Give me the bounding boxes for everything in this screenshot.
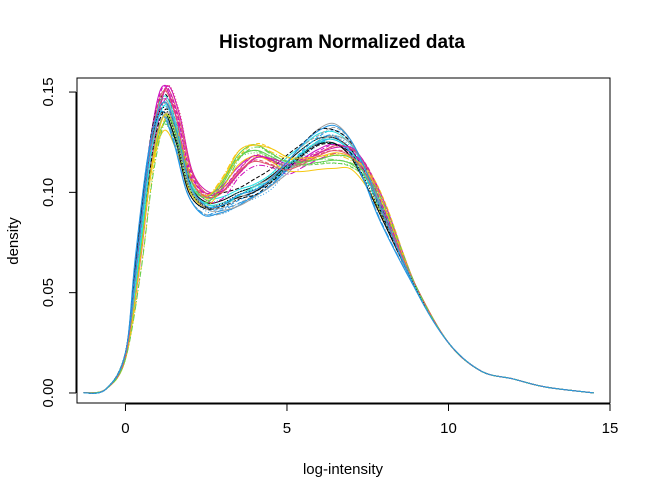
density-curve [83,114,594,394]
plot-frame [76,77,611,404]
density-curves [83,84,594,394]
density-curve [83,123,594,394]
density-curve [83,129,594,394]
density-curve [83,101,594,394]
y-axis-label: density [5,217,22,265]
x-axis: 0 5 10 15 [121,403,619,437]
y-tick-label: 0.00 [40,378,57,407]
density-curve [83,97,594,394]
x-tick-label: 5 [283,420,291,437]
density-curve [83,98,594,394]
density-curve [83,104,594,394]
y-tick-label: 0.15 [40,77,57,106]
density-curve [83,117,594,394]
density-curve [83,105,594,394]
chart-title: Histogram Normalized data [219,32,465,53]
density-curve [83,95,594,394]
density-curve [83,123,594,394]
density-curve [83,111,594,394]
y-tick-label: 0.10 [40,178,57,207]
density-curve [83,120,594,394]
y-axis: 0.00 0.05 0.10 0.15 [40,77,77,408]
x-axis-label: log-intensity [303,461,384,478]
x-tick-label: 10 [440,420,457,437]
density-curve [83,107,594,394]
density-curve [83,114,594,394]
density-curve [83,114,594,394]
density-curve [83,102,594,394]
density-curve [83,105,594,394]
x-tick-label: 0 [121,420,129,437]
x-tick-label: 15 [602,420,619,437]
density-curve [83,114,594,394]
y-tick-label: 0.05 [40,278,57,307]
density-curve [83,108,594,394]
